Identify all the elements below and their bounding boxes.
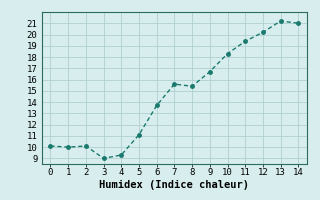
X-axis label: Humidex (Indice chaleur): Humidex (Indice chaleur)	[100, 180, 249, 190]
